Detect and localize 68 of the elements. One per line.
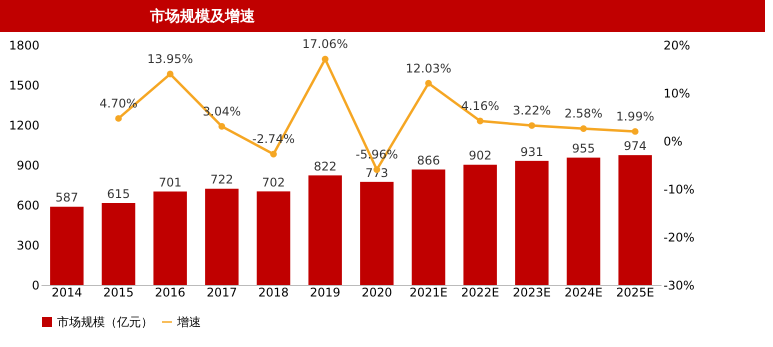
data-label: 13.95% bbox=[147, 52, 194, 66]
data-label: 2.58% bbox=[564, 106, 603, 121]
x-tick-label: 2022E bbox=[461, 286, 500, 300]
x-tick-label: 2024E bbox=[564, 286, 603, 300]
point bbox=[166, 70, 174, 78]
data-label: 615 bbox=[107, 187, 130, 201]
data-label: 974 bbox=[624, 139, 647, 154]
y-tick-label: 600 bbox=[16, 198, 40, 212]
y2-tick-label: -30% bbox=[664, 278, 695, 292]
y-tick-label: 1200 bbox=[8, 118, 40, 132]
data-label: 1.99% bbox=[616, 109, 654, 124]
data-label: 955 bbox=[572, 142, 595, 156]
point bbox=[580, 125, 587, 132]
y2-tick-label: 0% bbox=[664, 134, 683, 148]
data-label: 822 bbox=[314, 159, 337, 174]
data-label: 701 bbox=[158, 176, 182, 190]
y2-tick-label: -20% bbox=[664, 230, 695, 244]
bar bbox=[463, 164, 497, 285]
data-label: 702 bbox=[262, 175, 285, 190]
x-tick-label: 2020 bbox=[362, 286, 392, 300]
bar bbox=[515, 160, 549, 285]
x-tick-label: 2025E bbox=[616, 286, 654, 300]
data-label: 902 bbox=[468, 148, 492, 163]
point bbox=[425, 80, 432, 87]
point bbox=[218, 123, 226, 130]
point bbox=[115, 115, 122, 122]
bar bbox=[205, 188, 239, 285]
x-tick-label: 2021E bbox=[409, 286, 448, 300]
y2-tick-label: 10% bbox=[664, 86, 690, 100]
chart-title: 市场规模及增速 bbox=[0, 0, 765, 32]
y-tick-label: 900 bbox=[16, 158, 40, 172]
bar bbox=[50, 206, 84, 285]
data-label: 4.16% bbox=[461, 99, 500, 114]
point bbox=[270, 150, 277, 158]
x-tick-label: 2015 bbox=[103, 286, 134, 300]
y-tick-label: 1500 bbox=[8, 78, 40, 92]
bar bbox=[256, 191, 290, 285]
bar bbox=[618, 155, 652, 285]
point bbox=[476, 118, 484, 124]
x-tick-label: 2018 bbox=[258, 286, 289, 300]
point bbox=[528, 122, 536, 129]
x-tick-label: 2014 bbox=[52, 286, 82, 300]
y2-tick-label: -10% bbox=[664, 182, 695, 196]
data-label: 3.22% bbox=[512, 104, 551, 118]
data-label: 722 bbox=[210, 172, 234, 187]
y-tick-label: 0 bbox=[32, 278, 40, 292]
y-tick-label: 300 bbox=[16, 238, 40, 252]
data-label: 12.03% bbox=[406, 61, 452, 76]
bar bbox=[308, 175, 342, 285]
point bbox=[322, 56, 329, 62]
x-tick-label: 2023E bbox=[512, 286, 551, 300]
data-label: 931 bbox=[520, 144, 544, 159]
bar bbox=[102, 203, 136, 285]
legend-label: 增速 bbox=[176, 315, 201, 329]
data-label: 17.06% bbox=[302, 37, 348, 52]
y2-tick-label: 20% bbox=[664, 38, 690, 52]
bar bbox=[412, 170, 446, 285]
legend-label: 市场规模（亿元） bbox=[57, 315, 153, 329]
y-tick-label: 1800 bbox=[8, 38, 40, 52]
x-tick-label: 2017 bbox=[206, 286, 238, 300]
x-tick-label: 2016 bbox=[154, 286, 186, 300]
data-label: 866 bbox=[417, 154, 440, 168]
x-tick-label: 2019 bbox=[310, 286, 340, 300]
bar bbox=[153, 192, 187, 285]
bar bbox=[360, 182, 394, 285]
bar bbox=[566, 158, 600, 285]
data-label: 587 bbox=[55, 190, 78, 205]
point bbox=[632, 128, 639, 135]
